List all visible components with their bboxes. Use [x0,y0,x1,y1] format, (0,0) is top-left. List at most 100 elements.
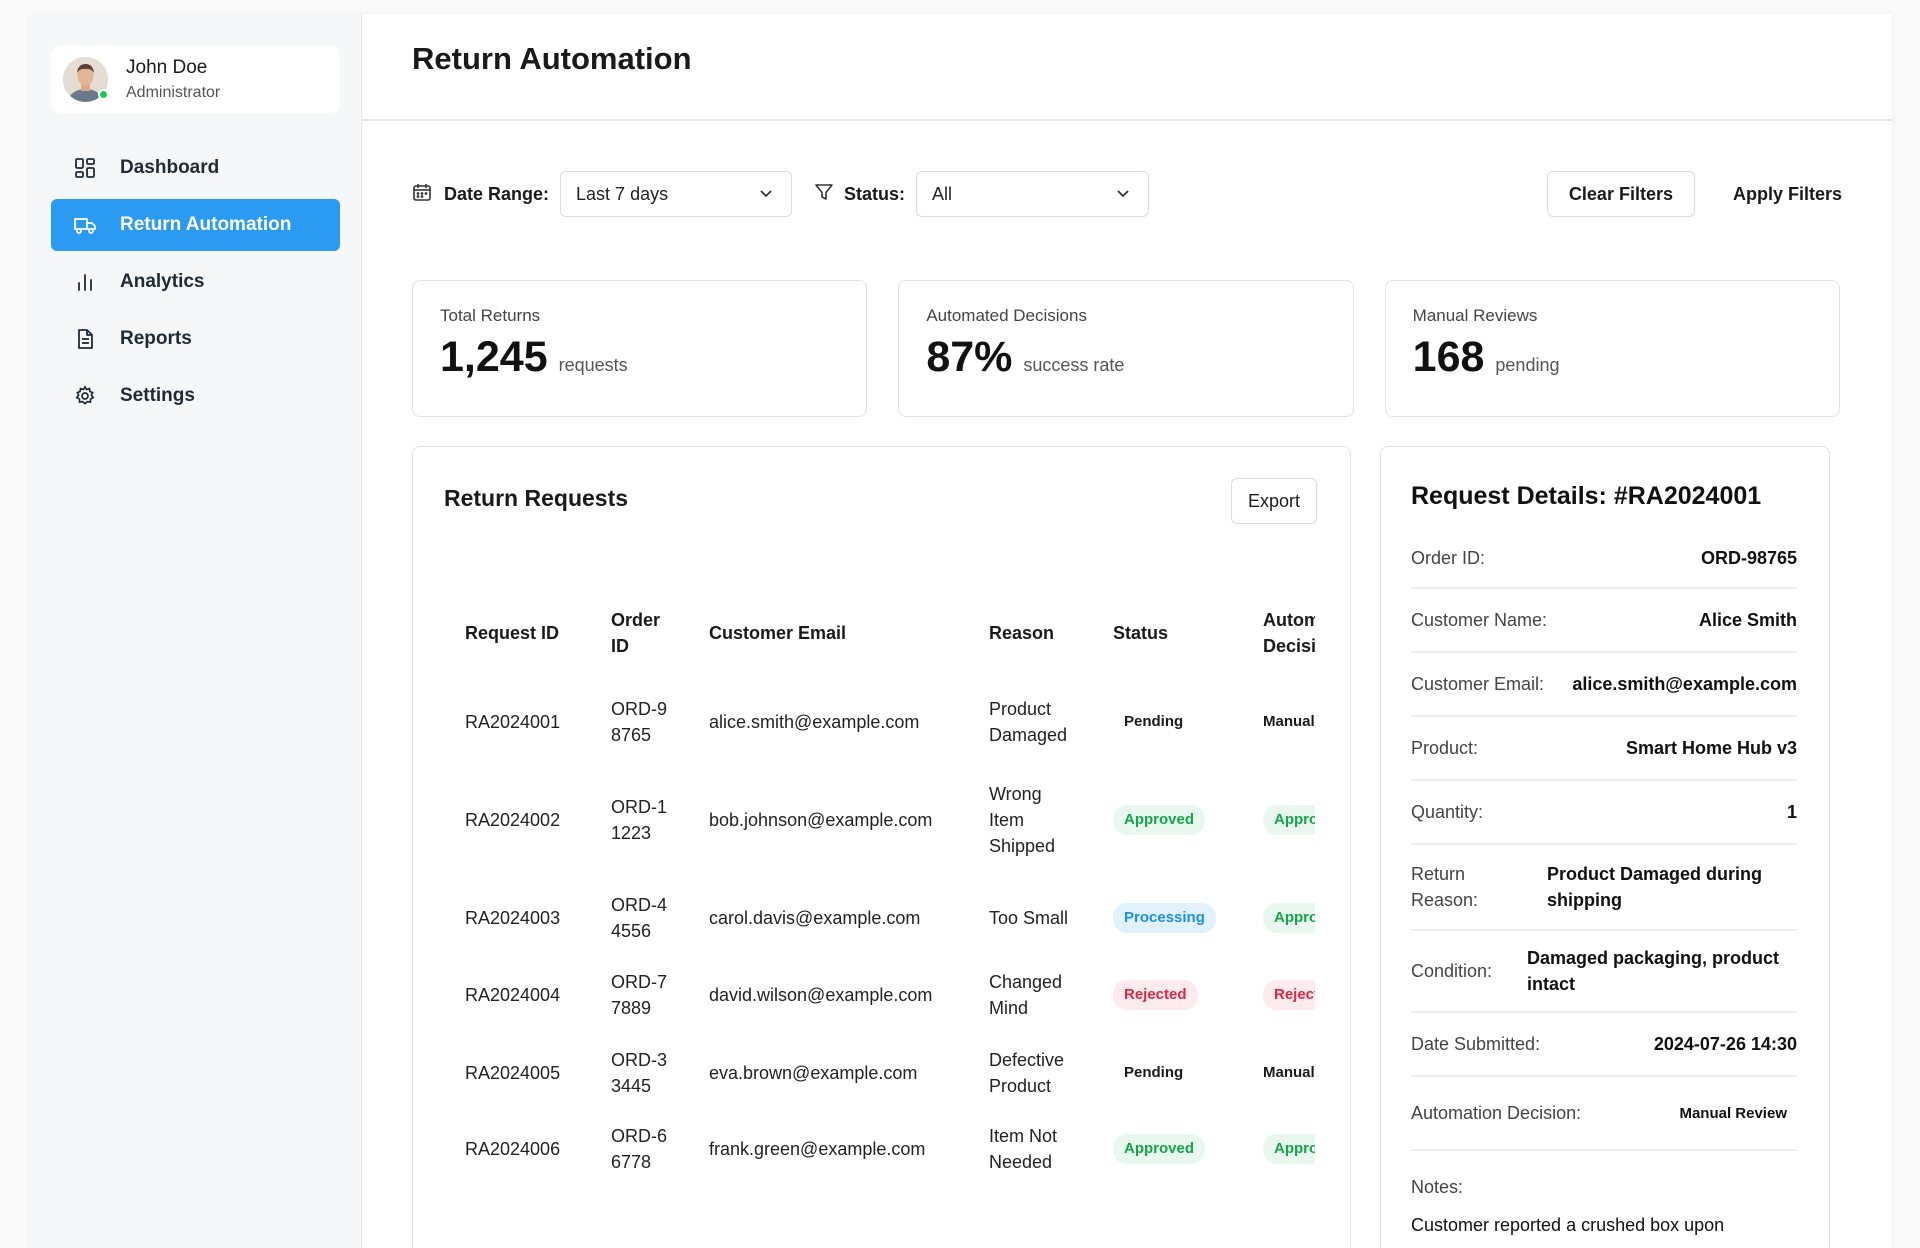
clear-filters-button[interactable]: Clear Filters [1546,171,1695,217]
request-details-title: Request Details: #RA2024001 [1411,482,1762,510]
request-id-cell: RA2024006 [465,1139,561,1159]
date-range-select[interactable]: Last 7 days [560,171,793,217]
detail-key: Date Submitted: [1411,1033,1541,1054]
chevron-down-icon [1116,184,1130,205]
sidebar-item-return-automation[interactable]: Return Automation [51,199,340,251]
customer-email-cell: carol.davis@example.com [709,908,921,928]
online-status-dot [98,88,109,100]
automation-decision-cell: Rejected [1243,961,1315,1029]
column-header[interactable]: Status [1113,623,1169,643]
date-range-label: Date Range: [444,183,550,204]
detail-row: Automation Decision: Manual Review [1411,1077,1797,1151]
column-header[interactable]: Reason [989,623,1055,643]
customer-email-cell: eva.brown@example.com [709,1063,918,1083]
automation-decision-cell: Approved [1243,1117,1315,1181]
detail-value: alice.smith@example.com [1572,673,1797,694]
request-details-panel: Request Details: #RA2024001 Order ID: ORD… [1380,446,1830,1248]
document-icon [73,327,97,351]
stat-value: 1,245 [440,333,548,381]
sidebar-nav: Dashboard Return Automation Analytics [51,142,340,422]
detail-value: 2024-07-26 14:30 [1653,1033,1797,1054]
chevron-down-icon [759,184,773,205]
truck-icon [73,213,97,237]
user-profile[interactable]: John Doe Administrator [51,45,340,113]
reason-cell: Defective Product [989,1050,1065,1096]
filter-icon [814,182,834,207]
detail-key: Return Reason: [1411,864,1479,910]
request-id-cell: RA2024003 [465,908,561,928]
column-header[interactable]: Customer Email [709,623,847,643]
detail-key: Automation Decision: [1411,1102,1582,1123]
calendar-icon [412,182,432,207]
table-row[interactable]: RA2024003 ORD-44556 carol.davis@example.co… [445,875,1315,961]
return-requests-panel: Return Requests Export Request ID Order … [412,446,1351,1248]
status-badge: Processing [1113,903,1216,933]
automation-decision-cell: Manual Review [1243,1029,1315,1117]
request-details-list: Order ID: ORD-98765 Customer Name: Alice Sm… [1411,529,1797,1151]
status-select[interactable]: All [916,171,1150,217]
table-row[interactable]: RA2024001 ORD-98765 alice.smith@example.co… [445,679,1315,765]
stat-card-automated-decisions: Automated Decisions 87% success rate [898,280,1354,417]
stat-unit: requests [558,355,628,375]
detail-value: Alice Smith [1698,609,1797,630]
automation-decision-cell: Manual Review [1243,679,1315,765]
decision-badge: Rejected [1263,980,1315,1010]
customer-email-cell: alice.smith@example.com [709,712,920,732]
sidebar: John Doe Administrator Dashboard [30,14,362,1248]
sidebar-item-analytics[interactable]: Analytics [51,256,340,308]
table-row[interactable]: RA2024002 ORD-11223 bob.johnson@example.co… [445,765,1315,875]
stat-card-total-returns: Total Returns 1,245 requests [412,280,868,417]
table-row[interactable]: RA2024005 ORD-33445 eva.brown@example.com D… [445,1029,1315,1117]
stat-unit: pending [1495,355,1560,375]
request-id-cell: RA2024005 [465,1063,561,1083]
stat-value: 87% [926,333,1013,381]
column-header[interactable]: Request ID [465,623,560,643]
detail-row: Date Submitted: 2024-07-26 14:30 [1411,1013,1797,1077]
reason-cell: Too Small [989,908,1069,928]
sidebar-item-dashboard[interactable]: Dashboard [51,142,340,194]
customer-email-cell: frank.green@example.com [709,1139,926,1159]
sidebar-item-label: Reports [120,328,192,349]
app-window: John Doe Administrator Dashboard [30,14,1892,1248]
detail-key: Customer Name: [1411,609,1548,630]
request-id-cell: RA2024002 [465,810,561,830]
column-header[interactable]: Order ID [611,610,661,656]
stat-value: 168 [1412,333,1485,381]
detail-value: Product Damaged during shipping [1547,864,1763,910]
table-row[interactable]: RA2024006 ORD-66778 frank.green@example.co… [445,1117,1315,1181]
return-requests-title: Return Requests [444,485,629,511]
automation-decision-cell: Approved [1243,875,1315,961]
requests-table-container[interactable]: Request ID Order ID Customer Email Reaso… [445,587,1315,1181]
apply-filters-button[interactable]: Apply Filters [1695,171,1842,217]
reason-cell: Wrong Item Shipped [989,784,1056,856]
automation-decision-cell: Approved [1243,765,1315,875]
status-cell: Approved [1093,765,1243,875]
status-cell: Rejected [1093,961,1243,1029]
sidebar-item-settings[interactable]: Settings [51,370,340,422]
status-badge: Approved [1113,1134,1206,1164]
export-button[interactable]: Export [1230,478,1317,524]
detail-row: Quantity: 1 [1411,781,1797,845]
decision-badge: Manual Review [1263,713,1315,730]
table-row[interactable]: RA2024004 ORD-77889 david.wilson@example.c… [445,961,1315,1029]
reason-cell: Item Not Needed [989,1126,1058,1172]
sidebar-item-label: Analytics [120,271,205,292]
dashboard-icon [73,156,97,180]
detail-row: Customer Name: Alice Smith [1411,589,1797,653]
stat-unit: success rate [1023,355,1125,375]
column-header[interactable]: Automation Decision [1263,610,1315,656]
table-header-row: Request ID Order ID Customer Email Reaso… [445,587,1315,679]
decision-badge: Manual Review [1263,1064,1315,1081]
reason-cell: Product Damaged [989,699,1068,745]
status-badge: Rejected [1113,980,1198,1010]
status-value: All [932,183,953,204]
detail-value: ORD-98765 [1700,547,1797,568]
notes-label: Notes: [1411,1177,1464,1197]
sidebar-item-label: Dashboard [120,157,220,178]
detail-value: Manual Review [1679,1104,1787,1122]
notes-text: Customer reported a crushed box upon [1411,1215,1725,1235]
detail-value: 1 [1786,801,1797,822]
customer-email-cell: bob.johnson@example.com [709,810,933,830]
sidebar-item-reports[interactable]: Reports [51,313,340,365]
page-title: Return Automation [412,41,692,76]
